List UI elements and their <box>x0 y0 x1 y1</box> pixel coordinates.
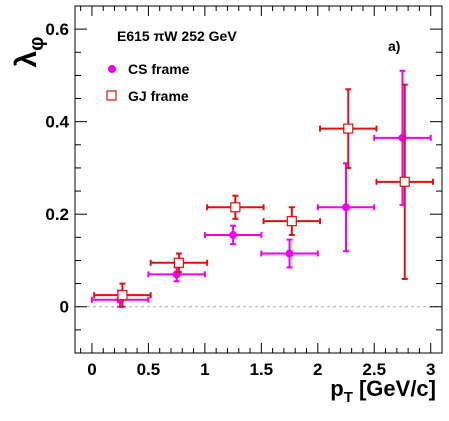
legend-label-cs: CS frame <box>128 61 190 77</box>
legend: CS frame GJ frame <box>106 61 190 104</box>
y-axis-subscript: φ <box>26 37 48 51</box>
data-point-gj <box>399 176 410 187</box>
y-tick-label: 0.2 <box>45 205 69 224</box>
chart-header: E615 πW 252 GeV <box>117 28 237 44</box>
x-axis-main: p <box>330 376 343 401</box>
y-tick-label: 0.4 <box>45 113 69 132</box>
legend-label-gj: GJ frame <box>128 88 189 104</box>
data-point-cs <box>342 203 351 212</box>
x-tick-label: 0.5 <box>137 360 161 379</box>
x-tick-label: 1 <box>200 360 209 379</box>
y-axis-symbol: λ <box>10 51 43 68</box>
x-axis-unit: [GeV/c] <box>353 376 436 401</box>
data-point-gj <box>173 257 184 268</box>
x-tick-label: 3 <box>426 360 435 379</box>
axis-tick-labels: 0 0.5 1 1.5 2 2.5 3 0 0.2 0.4 0.6 <box>45 20 435 379</box>
y-tick-label: 0.6 <box>45 20 69 39</box>
legend-marker-cs <box>108 65 116 73</box>
data-point-gj <box>286 216 297 227</box>
x-tick-label: 2.5 <box>362 360 386 379</box>
x-tick-label: 1.5 <box>250 360 274 379</box>
data-point-cs <box>229 231 238 240</box>
plot-frame <box>74 5 443 354</box>
x-tick-label: 2 <box>313 360 322 379</box>
legend-marker-gj <box>106 90 117 101</box>
data-point-gj <box>343 123 354 134</box>
series-cs-frame <box>90 69 432 308</box>
y-axis-title: λφ <box>10 37 48 68</box>
data-point-gj <box>230 202 241 213</box>
x-tick-label: 0 <box>87 360 96 379</box>
x-axis-subscript: T <box>344 389 353 406</box>
panel-label: a) <box>388 38 400 54</box>
series-gj-frame <box>93 83 434 308</box>
data-point-cs <box>285 249 294 258</box>
axis-ticks <box>75 5 443 354</box>
data-point-gj <box>117 290 128 301</box>
series-layer <box>90 69 434 308</box>
y-tick-label: 0 <box>60 298 69 317</box>
x-axis-title: pT [GeV/c] <box>330 376 436 406</box>
